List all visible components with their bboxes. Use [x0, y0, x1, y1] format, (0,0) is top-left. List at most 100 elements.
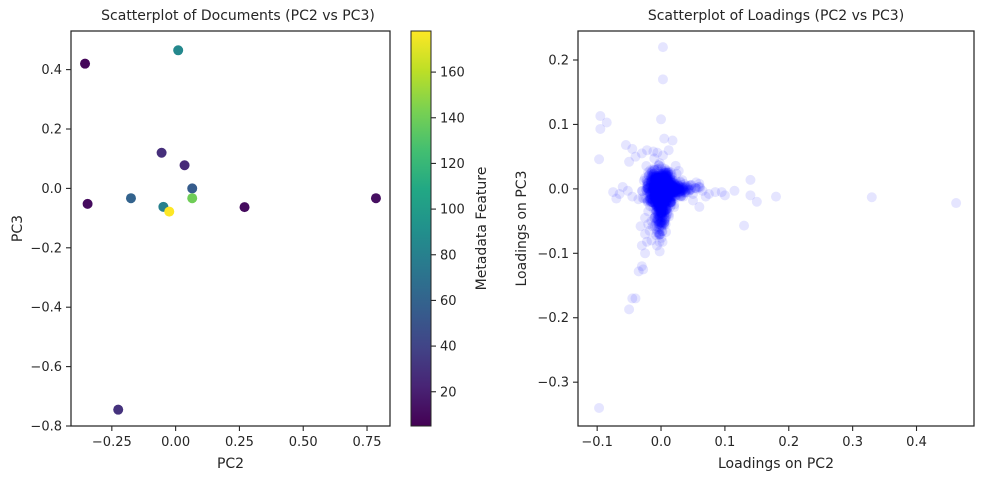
loading-point	[653, 196, 664, 207]
loading-point	[655, 187, 666, 198]
loading-point	[645, 189, 656, 200]
loading-point	[670, 192, 681, 203]
loading-point	[664, 182, 675, 193]
loading-point	[694, 178, 705, 189]
loading-point	[662, 185, 673, 196]
loading-point	[653, 179, 664, 190]
loading-point	[646, 166, 657, 177]
loading-point	[665, 174, 676, 185]
document-point	[239, 202, 250, 213]
loading-point	[642, 183, 653, 194]
loading-point	[694, 181, 705, 192]
loadings-plot-frame	[577, 30, 975, 427]
loading-point	[650, 179, 661, 190]
loading-point	[672, 178, 683, 189]
loading-point	[654, 185, 665, 196]
loading-point	[663, 178, 674, 189]
document-point	[125, 193, 136, 204]
loading-point	[653, 205, 664, 216]
loading-point	[656, 208, 667, 219]
loading-point	[641, 236, 652, 247]
loading-point	[645, 188, 656, 199]
loading-point	[660, 219, 671, 230]
loading-point	[654, 181, 665, 192]
loading-point	[649, 180, 660, 191]
loading-point	[668, 175, 679, 186]
loading-point	[654, 184, 665, 195]
loading-point	[675, 188, 686, 199]
loading-point	[648, 192, 659, 203]
loading-point	[652, 190, 663, 201]
loading-point	[665, 183, 676, 194]
loading-point	[652, 193, 663, 204]
loading-point	[674, 184, 685, 195]
loading-point	[659, 215, 670, 226]
loading-point	[654, 204, 665, 215]
loading-point	[653, 185, 664, 196]
loading-point	[646, 169, 657, 180]
loading-point	[660, 188, 671, 199]
loading-point	[670, 180, 681, 191]
loading-point	[647, 167, 658, 178]
loading-point	[656, 208, 667, 219]
loading-point	[650, 183, 661, 194]
loading-point	[661, 175, 672, 186]
loading-point	[655, 189, 666, 200]
loading-point	[653, 180, 664, 191]
loading-point	[669, 184, 680, 195]
loading-point	[660, 181, 671, 192]
loading-point	[683, 187, 694, 198]
loading-point	[653, 199, 664, 210]
loading-point	[658, 174, 669, 185]
loading-point	[662, 178, 673, 189]
loading-point	[656, 175, 667, 186]
loading-point	[665, 172, 676, 183]
loading-point	[667, 180, 678, 191]
loading-point	[664, 185, 675, 196]
loading-point	[739, 220, 750, 231]
loading-point	[659, 186, 670, 197]
loading-point	[664, 187, 675, 198]
loading-point	[646, 193, 657, 204]
loading-point	[650, 184, 661, 195]
documents-x-axis-label: PC2	[217, 456, 244, 472]
loading-point	[665, 186, 676, 197]
loading-point	[656, 204, 667, 215]
loading-point	[668, 177, 679, 188]
loading-point	[656, 176, 667, 187]
loading-point	[667, 185, 678, 196]
loading-point	[670, 186, 681, 197]
loading-point	[656, 188, 667, 199]
loading-point	[663, 192, 674, 203]
y-tick-label: 0.2	[41, 123, 62, 138]
loading-point	[654, 184, 665, 195]
loading-point	[654, 182, 665, 193]
loading-point	[669, 187, 680, 198]
colorbar-tick-label: 60	[440, 294, 457, 309]
loading-point	[651, 186, 662, 197]
loading-point	[645, 174, 656, 185]
loading-point	[656, 207, 667, 218]
loading-point	[653, 195, 664, 206]
loading-point	[660, 186, 671, 197]
loading-point	[664, 186, 675, 197]
loading-point	[656, 184, 667, 195]
loading-point	[659, 218, 670, 229]
loading-point	[651, 190, 662, 201]
loading-point	[659, 181, 670, 192]
loading-point	[658, 205, 669, 216]
loading-point	[662, 178, 673, 189]
loading-point	[651, 191, 662, 202]
loading-point	[665, 185, 676, 196]
loading-point	[666, 180, 677, 191]
loading-point	[647, 184, 658, 195]
loading-point	[660, 193, 671, 204]
loading-point	[658, 190, 669, 201]
loading-point	[655, 207, 666, 218]
loading-point	[649, 186, 660, 197]
loading-point	[663, 191, 674, 202]
loading-point	[663, 178, 674, 189]
loading-point	[645, 193, 656, 204]
loading-point	[658, 166, 669, 177]
loading-point	[654, 193, 665, 204]
